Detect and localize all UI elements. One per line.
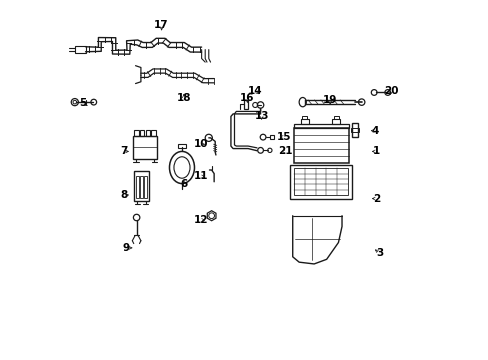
Text: 21: 21 xyxy=(278,147,292,157)
Bar xyxy=(75,46,85,53)
Bar xyxy=(293,128,348,163)
Text: 8: 8 xyxy=(120,190,127,200)
Bar xyxy=(143,176,147,198)
Bar xyxy=(134,130,139,136)
Bar xyxy=(293,123,348,128)
Text: 9: 9 xyxy=(122,243,129,253)
Text: 11: 11 xyxy=(193,171,208,181)
Text: 4: 4 xyxy=(370,126,378,136)
Text: 17: 17 xyxy=(154,19,168,30)
Bar xyxy=(136,176,139,198)
Text: 15: 15 xyxy=(276,132,290,142)
Bar xyxy=(134,171,149,202)
Bar xyxy=(290,165,351,199)
Bar xyxy=(177,144,186,148)
Text: 18: 18 xyxy=(176,93,191,103)
Bar xyxy=(140,130,144,136)
Bar xyxy=(293,168,347,195)
Text: 10: 10 xyxy=(193,139,208,149)
Bar xyxy=(145,130,150,136)
Bar xyxy=(133,136,157,158)
Bar xyxy=(269,135,273,139)
Bar xyxy=(302,116,307,119)
Text: 16: 16 xyxy=(240,93,254,103)
Text: 19: 19 xyxy=(323,95,337,105)
Bar xyxy=(151,130,155,136)
Text: 3: 3 xyxy=(376,248,383,258)
Bar xyxy=(333,116,338,119)
Text: 5: 5 xyxy=(79,98,86,108)
Text: 13: 13 xyxy=(254,111,268,121)
Bar xyxy=(350,128,358,132)
Bar xyxy=(300,119,308,123)
Text: 14: 14 xyxy=(247,86,262,96)
Bar xyxy=(351,123,357,137)
Bar xyxy=(244,100,247,109)
Text: 6: 6 xyxy=(180,179,187,189)
Bar xyxy=(332,119,340,123)
Text: 20: 20 xyxy=(383,86,397,96)
Text: 1: 1 xyxy=(372,147,380,157)
Text: 7: 7 xyxy=(120,147,127,157)
Text: 12: 12 xyxy=(193,215,208,225)
Bar xyxy=(140,176,143,198)
Text: 2: 2 xyxy=(372,194,380,203)
